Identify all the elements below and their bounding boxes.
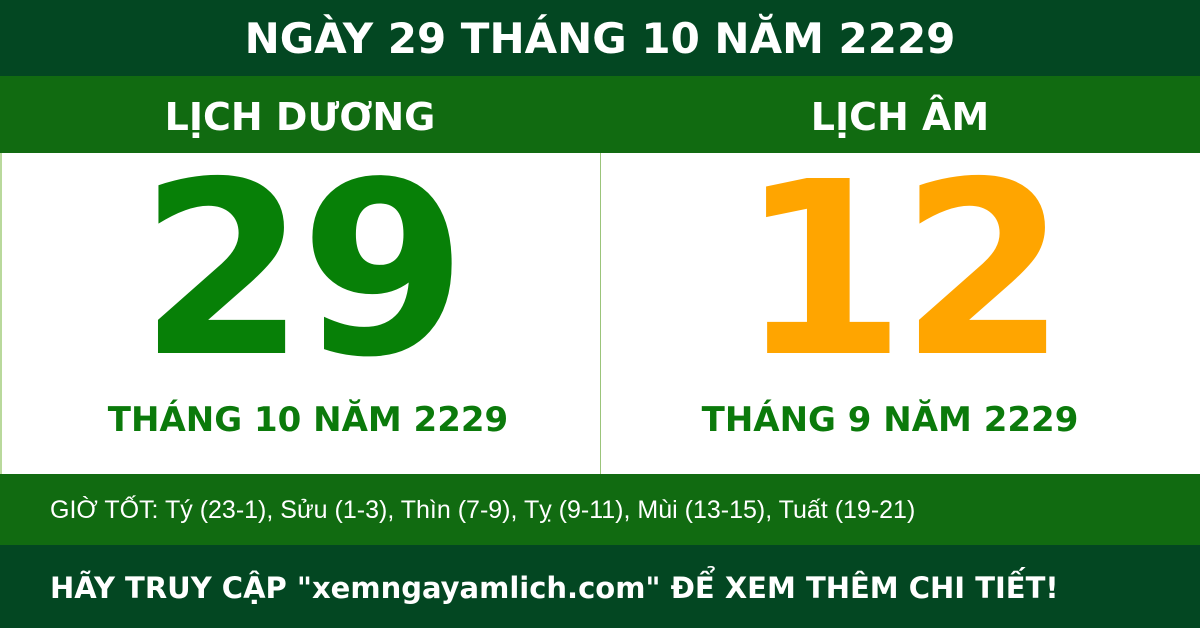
solar-calendar-label: LỊCH DƯƠNG	[164, 95, 436, 139]
good-hours: GIỜ TỐT: Tý (23-1), Sửu (1-3), Thìn (7-9…	[0, 474, 1200, 545]
divider	[600, 153, 601, 474]
lunar-calendar-label: LỊCH ÂM	[810, 95, 990, 139]
footer-cta: HÃY TRUY CẬP "xemngayamlich.com" ĐỂ XEM …	[0, 545, 1200, 628]
divider	[0, 153, 2, 474]
calendar-labels-band: LỊCH DƯƠNG LỊCH ÂM	[0, 76, 1200, 153]
solar-month-year: THÁNG 10 NĂM 2229	[107, 400, 509, 440]
lunar-day: 12	[739, 130, 1067, 410]
lunar-month-year: THÁNG 9 NĂM 2229	[701, 400, 1079, 440]
solar-day: 29	[139, 130, 467, 410]
page-title: NGÀY 29 THÁNG 10 NĂM 2229	[0, 0, 1200, 76]
